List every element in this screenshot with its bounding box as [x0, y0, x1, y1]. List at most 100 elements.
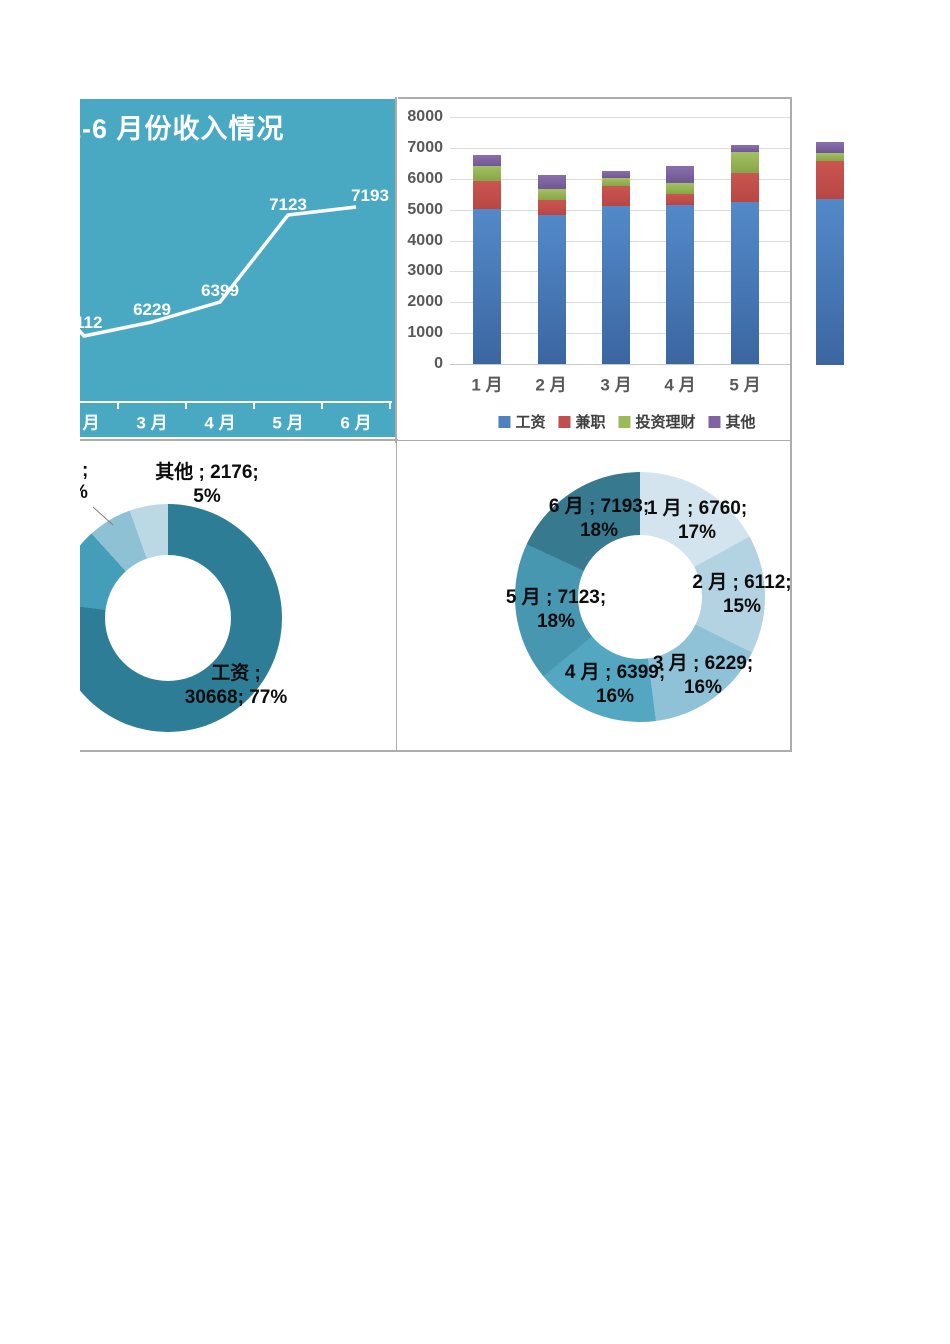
slice-label-salary: 工资 ; 30668; 77%: [185, 662, 287, 710]
legend-label-other: 其他: [725, 414, 756, 431]
line-chart-panel: 1-6 月份收入情况 6112 6229 6399 7123 7193 2 月 …: [80, 99, 395, 437]
slice-label-mar: 3 月 ; 6229; 16%: [653, 652, 753, 700]
gridline-7000: [450, 148, 790, 149]
legend-label-salary: 工资: [515, 414, 546, 431]
y-tick-5000: 5000: [407, 201, 443, 218]
slice-label-may-line2: 18%: [536, 611, 576, 632]
bar-mar-invest-segment: [602, 178, 630, 186]
stacked-bar-feb: [538, 175, 566, 364]
legend-item-salary: 工资: [498, 411, 545, 432]
bar-jan-other-segment: [473, 155, 501, 166]
slice-label-jun-line2: 18%: [579, 520, 619, 541]
point-label-apr: 6399: [201, 281, 239, 300]
month-donut-panel: 1 月 ; 6760; 17% 2 月 ; 6112; 15% 3 月 ; 62…: [400, 443, 790, 750]
slice-label-other-line1: 其他 ; 2176;: [155, 462, 259, 483]
bar-jan-salary-segment: [473, 209, 501, 364]
bar-chart-legend: 工资 兼职 投资理财 其他: [498, 411, 756, 432]
cropped-label-fragment-semicolon: ;: [82, 460, 89, 481]
slice-label-salary-line1: 工资 ;: [211, 663, 261, 684]
category-donut-panel: ; % 其他 ; 2176; 5% 工资 ; 30668; 77%: [80, 443, 396, 750]
y-tick-4000: 4000: [407, 232, 443, 249]
slice-label-other: 其他 ; 2176; 5%: [155, 461, 258, 509]
cropped-label-fragment-percent: %: [80, 483, 88, 503]
legend-label-parttime: 兼职: [575, 414, 606, 431]
bar-x-tick-apr: 4 月: [664, 375, 696, 395]
leader-line: [92, 506, 114, 526]
salary-swatch-icon: [498, 415, 511, 428]
bar-apr-invest-segment: [666, 183, 694, 194]
point-label-mar: 6229: [133, 300, 171, 319]
slice-label-feb-line1: 2 月 ; 6112;: [692, 572, 790, 593]
slice-label-jan-line1: 1 月 ; 6760;: [646, 498, 748, 519]
gridline-8000: [450, 117, 790, 118]
x-tick-may: 5 月: [272, 413, 304, 433]
bar-mar-parttime-segment: [602, 186, 630, 206]
slice-label-mar-line1: 3 月 ; 6229;: [652, 653, 754, 674]
stacked-bar-apr: [666, 166, 694, 364]
border-horizontal-middle: [80, 439, 792, 441]
border-vertical-right: [790, 97, 792, 752]
bar-may-parttime-segment: [731, 173, 759, 202]
slice-label-salary-line2: 30668; 77%: [184, 687, 288, 708]
cropped-bar-jun-parttime-segment: [816, 161, 844, 199]
y-tick-7000: 7000: [407, 139, 443, 156]
category-donut-hole: [105, 555, 231, 681]
slice-label-jun: 6 月 ; 7193; 18%: [549, 495, 649, 543]
stacked-bar-may: [731, 145, 759, 364]
slice-label-apr: 4 月 ; 6399; 16%: [565, 661, 665, 709]
point-label-jun: 7193: [351, 186, 389, 205]
slice-label-apr-line2: 16%: [595, 686, 635, 707]
border-vertical-middle: [395, 97, 397, 752]
x-tick-mar: 3 月: [136, 413, 168, 433]
bar-jan-invest-segment: [473, 166, 501, 181]
bar-mar-salary-segment: [602, 206, 630, 364]
bar-feb-salary-segment: [538, 215, 566, 364]
month-donut-hole: [578, 535, 702, 659]
y-tick-1000: 1000: [407, 324, 443, 341]
invest-swatch-icon: [618, 415, 631, 428]
legend-item-other: 其他: [708, 411, 756, 432]
slice-label-other-line2: 5%: [193, 486, 221, 507]
cropped-bar-jun-other-segment: [816, 142, 844, 153]
bar-apr-parttime-segment: [666, 194, 694, 205]
bar-x-tick-feb: 2 月: [535, 375, 567, 395]
cropped-stacked-bar-jun: [816, 142, 844, 365]
legend-label-invest: 投资理财: [635, 414, 696, 431]
stacked-bar-jan: [473, 155, 501, 364]
y-tick-2000: 2000: [407, 293, 443, 310]
x-tick-apr: 4 月: [204, 413, 236, 433]
y-tick-3000: 3000: [407, 262, 443, 279]
x-axis-ticks: [117, 402, 391, 409]
bar-feb-other-segment: [538, 175, 566, 189]
border-horizontal-bottom: [80, 750, 792, 752]
other-swatch-icon: [708, 415, 721, 428]
cropped-bar-jun-salary-segment: [816, 199, 844, 365]
line-chart-plot: [80, 205, 392, 409]
bar-feb-invest-segment: [538, 189, 566, 200]
bar-apr-salary-segment: [666, 205, 694, 364]
slice-label-feb: 2 月 ; 6112; 15%: [692, 571, 790, 619]
slice-label-may-line1: 5 月 ; 7123;: [505, 587, 607, 608]
slice-label-feb-line2: 15%: [722, 596, 762, 617]
x-tick-feb: 2 月: [80, 413, 100, 433]
bar-apr-other-segment: [666, 166, 694, 183]
bar-may-invest-segment: [731, 152, 759, 173]
point-label-feb: 6112: [80, 313, 103, 332]
line-chart-title: 1-6 月份收入情况: [80, 114, 285, 144]
bar-x-tick-may: 5 月: [729, 375, 761, 395]
slice-label-jun-line1: 6 月 ; 7193;: [548, 496, 650, 517]
bar-may-other-segment: [731, 145, 759, 152]
income-line-series: [80, 205, 357, 338]
legend-item-parttime: 兼职: [558, 411, 606, 432]
legend-item-invest: 投资理财: [618, 411, 696, 432]
bar-jan-parttime-segment: [473, 181, 501, 209]
slice-label-mar-line2: 16%: [683, 677, 723, 698]
bar-mar-other-segment: [602, 171, 630, 178]
x-axis-baseline: [450, 364, 790, 365]
y-tick-0: 0: [434, 355, 443, 372]
slice-label-apr-line1: 4 月 ; 6399;: [564, 662, 666, 683]
stacked-bar-panel: 8000 7000 6000 5000 4000 3000 2000 1000 …: [398, 99, 790, 440]
bar-may-salary-segment: [731, 202, 759, 364]
y-tick-6000: 6000: [407, 170, 443, 187]
